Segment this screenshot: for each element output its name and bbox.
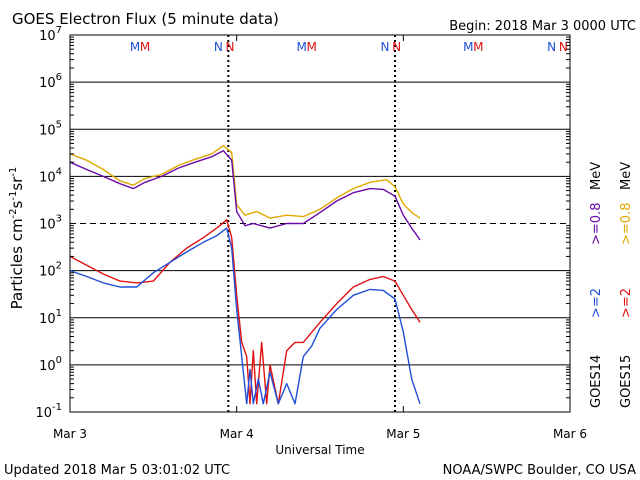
series-line-g14-e08 [69,150,421,241]
y-tick-label: 10-1 [35,402,62,421]
legend-g15-e08: >=0.8 [619,203,634,245]
plot-frame [69,34,571,413]
y-tick-labels: 10-1 100 101 102 103 104 105 106 107 [35,25,570,421]
gridlines [70,81,570,366]
y-tick-label: 107 [39,25,62,44]
x-tick-label: Mar 6 [553,427,587,441]
series-line-g15-e08 [69,144,421,219]
m-marker: M [296,40,306,54]
series-layer [69,144,421,405]
n-marker: N [547,40,556,54]
legend-unit-14: MeV [589,162,604,190]
y-tick-label: 105 [39,119,62,138]
x-tick-label: Mar 4 [220,427,254,441]
y-label-mid1: s [8,200,26,208]
y-label-exp1: -2 [8,208,19,218]
y-tick-label: 104 [39,166,62,185]
legend-g14-e2: >=2 [589,288,604,318]
y-tick-label: 102 [39,261,62,280]
n-marker: N [214,40,223,54]
legend: GOES14 >=2 >=0.8 MeV GOES15 >=2 >=0.8 Me… [589,162,634,408]
legend-g15-e2: >=2 [619,288,634,318]
y-tick-label: 101 [39,308,62,327]
legend-goes15: GOES15 [619,355,634,408]
m-marker: M [130,40,140,54]
y-tick-label: 103 [39,214,62,233]
n-marker: N [559,40,568,54]
series-line-g14-e2 [69,227,421,405]
y-tick-label: 106 [39,72,62,91]
y-label-exp2: -1 [8,191,19,201]
n-marker: N [392,40,401,54]
x-tick-label: Mar 5 [386,427,420,441]
legend-g14-e08: >=0.8 [589,203,604,245]
n-marker: N [226,40,235,54]
x-axis-label: Universal Time [275,443,364,457]
begin-label: Begin: 2018 Mar 3 0000 UTC [449,19,636,34]
y-axis-label: Particles cm-2s-1sr-1 [8,167,26,310]
chart-title: GOES Electron Flux (5 minute data) [12,10,279,28]
m-marker: M [463,40,473,54]
y-label-main: Particles cm [8,218,26,309]
legend-unit-15: MeV [619,162,634,190]
m-marker: M [140,40,150,54]
m-marker: M [473,40,483,54]
m-marker: M [306,40,316,54]
y-label-exp3: -1 [8,167,19,177]
legend-goes14: GOES14 [589,355,604,408]
y-label-mid2: sr [8,176,26,191]
series-line-g15-e2 [69,219,421,405]
x-tick-label: Mar 3 [53,427,87,441]
credit-label: NOAA/SWPC Boulder, CO USA [443,463,636,478]
svg-text:Particles cm-2s-1sr-1: Particles cm-2s-1sr-1 [8,167,26,310]
updated-label: Updated 2018 Mar 5 03:01:02 UTC [4,463,230,478]
n-marker: N [381,40,390,54]
x-tick-labels: Mar 3 Mar 4 Mar 5 Mar 6 [53,35,587,441]
y-tick-label: 100 [39,355,62,374]
